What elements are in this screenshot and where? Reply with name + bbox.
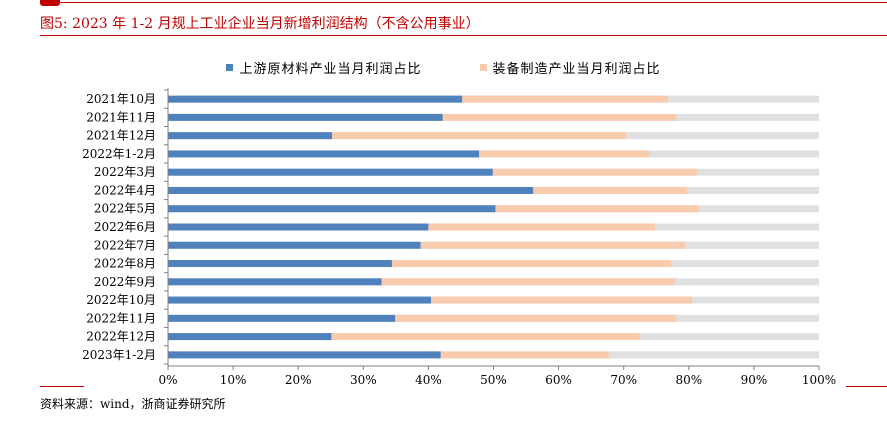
x-tick-label: 70%: [610, 373, 637, 387]
category-label: 2022年10月: [86, 293, 156, 307]
category-label: 2022年12月: [86, 330, 156, 344]
bar-upstream: [168, 113, 443, 121]
footer-rule-left: [40, 386, 84, 387]
category-label: 2022年8月: [94, 257, 156, 271]
bar-equipment: [395, 314, 676, 322]
legend-label-equipment: 装备制造产业当月利润占比: [492, 61, 661, 77]
x-tick-label: 60%: [545, 373, 572, 387]
bar-upstream: [168, 223, 429, 231]
figure-title: 图5: 2023 年 1-2 月规上工业企业当月新增利润结构（不含公用事业）: [40, 16, 480, 32]
x-tick-label: 80%: [675, 373, 702, 387]
bar-equipment: [442, 113, 677, 121]
bar-equipment: [381, 278, 675, 286]
category-label: 2022年6月: [94, 220, 156, 234]
bar-equipment: [420, 241, 685, 249]
footer-rule-right: [846, 386, 887, 387]
legend-item-upstream: 上游原材料产业当月利润占比: [226, 58, 422, 77]
chart-legend: 上游原材料产业当月利润占比 装备制造产业当月利润占比: [0, 58, 887, 77]
source-note: 资料来源：wind，浙商证券研究所: [40, 397, 226, 411]
category-label: 2021年12月: [86, 129, 156, 143]
bar-upstream: [168, 260, 392, 268]
bar-upstream: [168, 186, 534, 194]
legend-swatch-upstream: [226, 63, 234, 71]
category-label: 2022年5月: [94, 202, 156, 216]
x-tick-label: 40%: [415, 373, 442, 387]
category-label: 2022年3月: [94, 165, 156, 179]
x-tick-label: 30%: [350, 373, 377, 387]
header-accent-line: [40, 2, 887, 3]
legend-item-equipment: 装备制造产业当月利润占比: [479, 58, 661, 77]
x-tick-label: 20%: [285, 373, 312, 387]
x-tick-label: 90%: [741, 373, 768, 387]
category-label: 2022年4月: [94, 183, 156, 197]
header-accent-tab: [40, 0, 60, 6]
x-tick-label: 50%: [480, 373, 507, 387]
bar-upstream: [168, 205, 496, 213]
bar-equipment: [391, 260, 672, 268]
bar-upstream: [168, 132, 333, 140]
x-tick-label: 10%: [220, 373, 247, 387]
bar-upstream: [168, 241, 421, 249]
bar-equipment: [331, 333, 640, 341]
category-label: 2022年11月: [86, 311, 156, 325]
bar-equipment: [533, 186, 687, 194]
category-label: 2021年10月: [86, 92, 156, 106]
bar-equipment: [495, 205, 699, 213]
bar-upstream: [168, 150, 480, 158]
bar-upstream: [168, 168, 493, 176]
category-label: 2021年11月: [86, 110, 156, 124]
bar-equipment: [440, 351, 609, 359]
bar-equipment: [431, 296, 693, 304]
bar-upstream: [168, 296, 432, 304]
bar-equipment: [332, 132, 626, 140]
bar-upstream: [168, 278, 382, 286]
bar-upstream: [168, 314, 396, 322]
bar-equipment: [492, 168, 697, 176]
bar-equipment: [479, 150, 650, 158]
legend-label-upstream: 上游原材料产业当月利润占比: [239, 61, 422, 77]
legend-swatch-equipment: [479, 63, 487, 71]
bar-upstream: [168, 351, 441, 359]
category-label: 2023年1-2月: [82, 348, 156, 362]
x-tick-label: 100%: [802, 373, 836, 387]
x-tick-label: 0%: [158, 373, 177, 387]
bar-equipment: [462, 95, 668, 103]
category-label: 2022年7月: [94, 238, 156, 252]
category-label: 2022年1-2月: [82, 147, 156, 161]
bar-upstream: [168, 333, 332, 341]
title-underline: [40, 35, 887, 36]
bar-equipment: [428, 223, 655, 231]
bar-upstream: [168, 95, 463, 103]
category-label: 2022年9月: [94, 275, 156, 289]
